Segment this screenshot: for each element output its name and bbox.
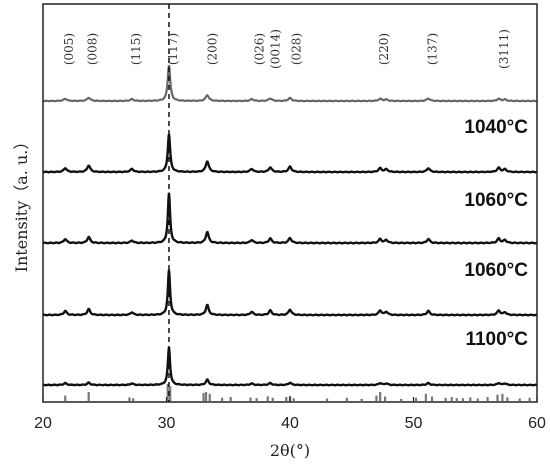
peak-label: (028) [289,33,303,65]
x-axis-title: 2θ(°) [270,441,310,460]
peak-label: (3111) [497,29,511,69]
series-line-1 [42,133,538,174]
peak-label: (220) [377,33,391,65]
peak-label: (005) [62,33,76,65]
series-line-4 [42,346,538,387]
temperature-labels: 1040°C 1060°C 1060°C 1100°C [464,117,528,350]
peak-label: (026) [252,33,266,65]
peak-label: (200) [205,33,219,65]
x-tick-label: 60 [528,415,546,432]
y-axis-title: Intensity（a. u.） [12,134,31,273]
reference-pattern [64,383,531,401]
temperature-label-1: 1040°C [464,117,528,138]
series-line-3 [42,269,537,317]
peak-labels: (005) (008) (115) (117) (200) (026) (0014) (028… [62,29,511,69]
series-group [42,64,538,387]
series-line-2 [42,192,538,245]
x-axis-ticks: 20 30 40 50 60 [34,397,546,432]
peak-label: (137) [425,33,439,65]
peak-label: (0014) [268,29,282,69]
peak-label: (117) [166,33,180,65]
x-tick-label: 20 [34,415,52,432]
x-tick-label: 40 [281,415,299,432]
temperature-label-2: 1060°C [464,190,528,211]
peak-label: (008) [86,33,100,65]
series-line-0 [42,64,538,103]
x-tick-label: 30 [158,415,176,432]
peak-label: (115) [129,33,143,65]
x-tick-label: 50 [405,415,423,432]
temperature-label-3: 1060°C [464,260,528,281]
temperature-label-4: 1100°C [465,329,528,350]
